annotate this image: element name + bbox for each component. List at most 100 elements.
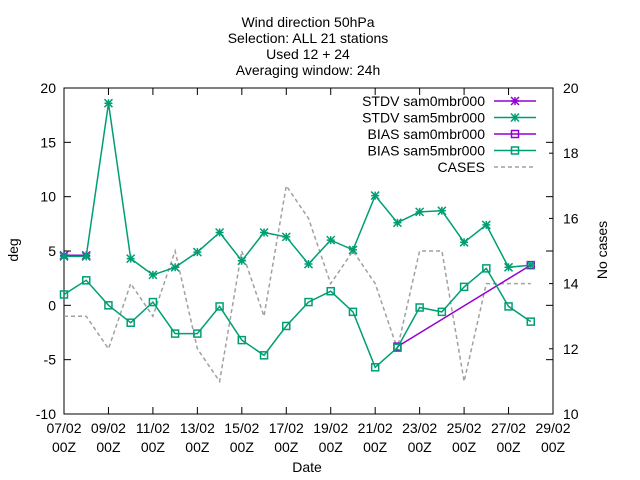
data-point (393, 343, 402, 352)
data-point (259, 227, 269, 238)
x-tick-label-date: 15/02 (224, 420, 259, 436)
data-point (526, 317, 536, 326)
legend-label: BIAS sam0mbr000 (368, 126, 486, 142)
y-tick-label: 5 (48, 243, 56, 259)
y-tick-label: 0 (48, 297, 56, 313)
data-point (193, 329, 202, 338)
data-point (81, 251, 91, 261)
x-axis-label: Date (292, 459, 322, 475)
data-point (148, 297, 158, 307)
y2-tick-label: 12 (563, 341, 579, 357)
series-line (64, 103, 531, 276)
x-tick-label-date: 21/02 (358, 420, 393, 436)
data-point (370, 191, 380, 201)
data-point (126, 318, 135, 327)
x-tick-label-time: 00Z (319, 439, 344, 455)
data-point (126, 254, 136, 264)
data-point (482, 264, 491, 273)
x-tick-label-time: 00Z (452, 439, 477, 455)
data-point (237, 335, 247, 345)
data-point (459, 282, 469, 292)
x-tick-label-time: 00Z (52, 439, 77, 455)
series-bias-sam5mbr000 (59, 264, 536, 372)
data-point (504, 262, 514, 272)
data-point (326, 286, 335, 296)
data-point (304, 297, 313, 307)
data-point (59, 290, 69, 299)
x-tick-label-date: 11/02 (136, 420, 170, 436)
data-point (81, 276, 91, 285)
data-point (170, 262, 180, 272)
y2-axis: 10 12 14 16 18 20 (549, 80, 579, 422)
series-line (63, 267, 532, 369)
y-tick-label: -5 (44, 352, 57, 368)
series-layer (59, 98, 536, 384)
legend-label: STDV sam0mbr000 (362, 93, 485, 109)
x-tick-label-date: 07/02 (46, 420, 81, 436)
data-point (215, 227, 225, 238)
data-point (437, 307, 447, 317)
data-point (510, 129, 520, 139)
data-point (103, 98, 113, 108)
title-line: Selection: ALL 21 stations (228, 30, 389, 46)
x-tick-label-date: 17/02 (269, 420, 304, 436)
data-point (148, 270, 158, 280)
data-point (510, 146, 520, 155)
y-axis: -10 -5 0 5 10 15 20 (36, 80, 553, 422)
x-tick-label-time: 00Z (230, 439, 255, 455)
series-cases (64, 183, 531, 384)
legend-label: CASES (438, 159, 485, 175)
x-tick-label-date: 25/02 (447, 420, 482, 436)
x-tick-label-time: 00Z (408, 439, 433, 455)
x-tick-label-date: 23/02 (402, 420, 437, 436)
data-point (526, 260, 536, 270)
series-line (397, 264, 532, 348)
data-point (192, 247, 202, 257)
data-point (437, 206, 447, 216)
y2-axis-label: No cases (594, 221, 610, 279)
data-point (282, 321, 291, 331)
x-tick-label-time: 00Z (363, 439, 388, 455)
x-tick-label-time: 00Z (274, 439, 299, 455)
data-point (481, 220, 491, 230)
data-point (348, 307, 358, 317)
y2-tick-label: 16 (563, 210, 579, 226)
x-tick-label-time: 00Z (496, 439, 521, 455)
data-point (259, 351, 269, 360)
x-tick-label-time: 00Z (96, 439, 121, 455)
data-point (348, 245, 358, 255)
data-point (370, 363, 380, 372)
data-point (281, 232, 291, 242)
y-tick-label: 10 (40, 189, 56, 205)
data-point (237, 256, 247, 266)
x-tick-label-date: 27/02 (491, 420, 526, 436)
data-point (510, 96, 520, 106)
data-point (510, 112, 520, 123)
series-bias-sam0mbr000 (393, 260, 536, 351)
legend-label: BIAS sam5mbr000 (368, 143, 486, 159)
y-tick-label: 15 (40, 134, 56, 150)
data-point (415, 303, 424, 312)
x-tick-label-date: 13/02 (180, 420, 215, 436)
data-point (504, 302, 513, 311)
y2-tick-label: 10 (563, 406, 579, 422)
y2-tick-label: 18 (563, 145, 579, 161)
data-point (303, 259, 314, 269)
series-line (64, 183, 531, 384)
data-point (170, 329, 180, 338)
data-point (326, 235, 336, 245)
x-tick-label-time: 00Z (141, 439, 166, 455)
data-point (59, 251, 69, 261)
title-line: Used 12 + 24 (266, 46, 350, 62)
x-tick-label-date: 29/02 (535, 420, 570, 436)
x-axis: 07/02 00Z 09/02 00Z 11/02 00Z 13/02 00Z 15/02 00Z… (46, 88, 571, 455)
y2-tick-label: 14 (563, 276, 579, 292)
data-point (459, 237, 469, 247)
data-point (392, 218, 402, 228)
x-tick-label-date: 19/02 (313, 420, 348, 436)
y-axis-label: deg (5, 238, 21, 261)
series-stdv-sam5mbr000 (59, 98, 536, 280)
